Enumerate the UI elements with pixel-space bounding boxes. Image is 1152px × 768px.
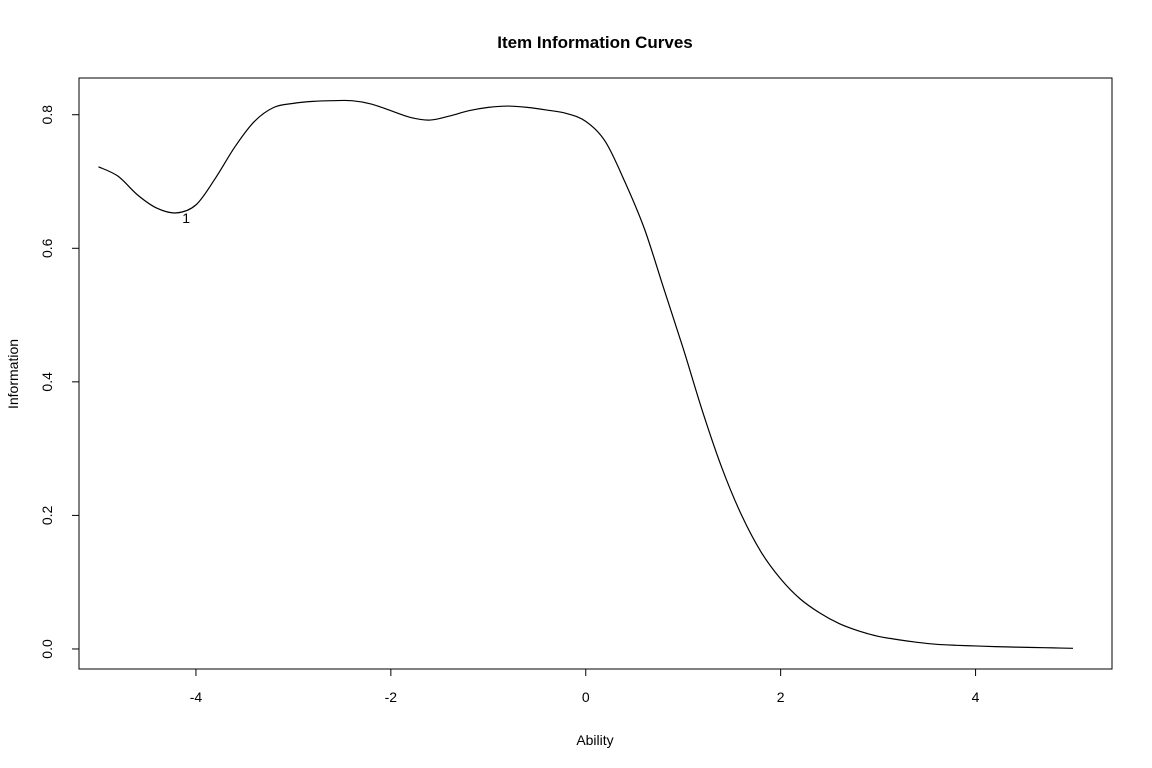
x-tick-label: 2 <box>777 689 785 705</box>
x-axis: -4 -2 0 2 4 <box>190 668 980 705</box>
y-axis: 0.0 0.2 0.4 0.6 0.8 <box>39 105 80 659</box>
y-tick-label: 0.8 <box>39 105 55 125</box>
x-tick-label: 0 <box>582 689 590 705</box>
x-axis-label: Ability <box>576 732 613 748</box>
series-layer: 1 <box>98 99 1074 649</box>
x-tick-label: -2 <box>385 689 398 705</box>
chart-title: Item Information Curves <box>497 33 693 52</box>
y-axis-label: Information <box>5 339 21 409</box>
series-line-item-1 <box>98 99 1074 649</box>
y-tick-label: 0.0 <box>39 639 55 659</box>
x-tick-label: -4 <box>190 689 203 705</box>
y-tick-label: 0.4 <box>39 372 55 392</box>
y-tick-label: 0.6 <box>39 238 55 258</box>
curve-label: 1 <box>182 210 190 226</box>
y-tick-label: 0.2 <box>39 505 55 525</box>
x-tick-label: 4 <box>972 689 980 705</box>
plot-frame <box>78 77 1113 670</box>
